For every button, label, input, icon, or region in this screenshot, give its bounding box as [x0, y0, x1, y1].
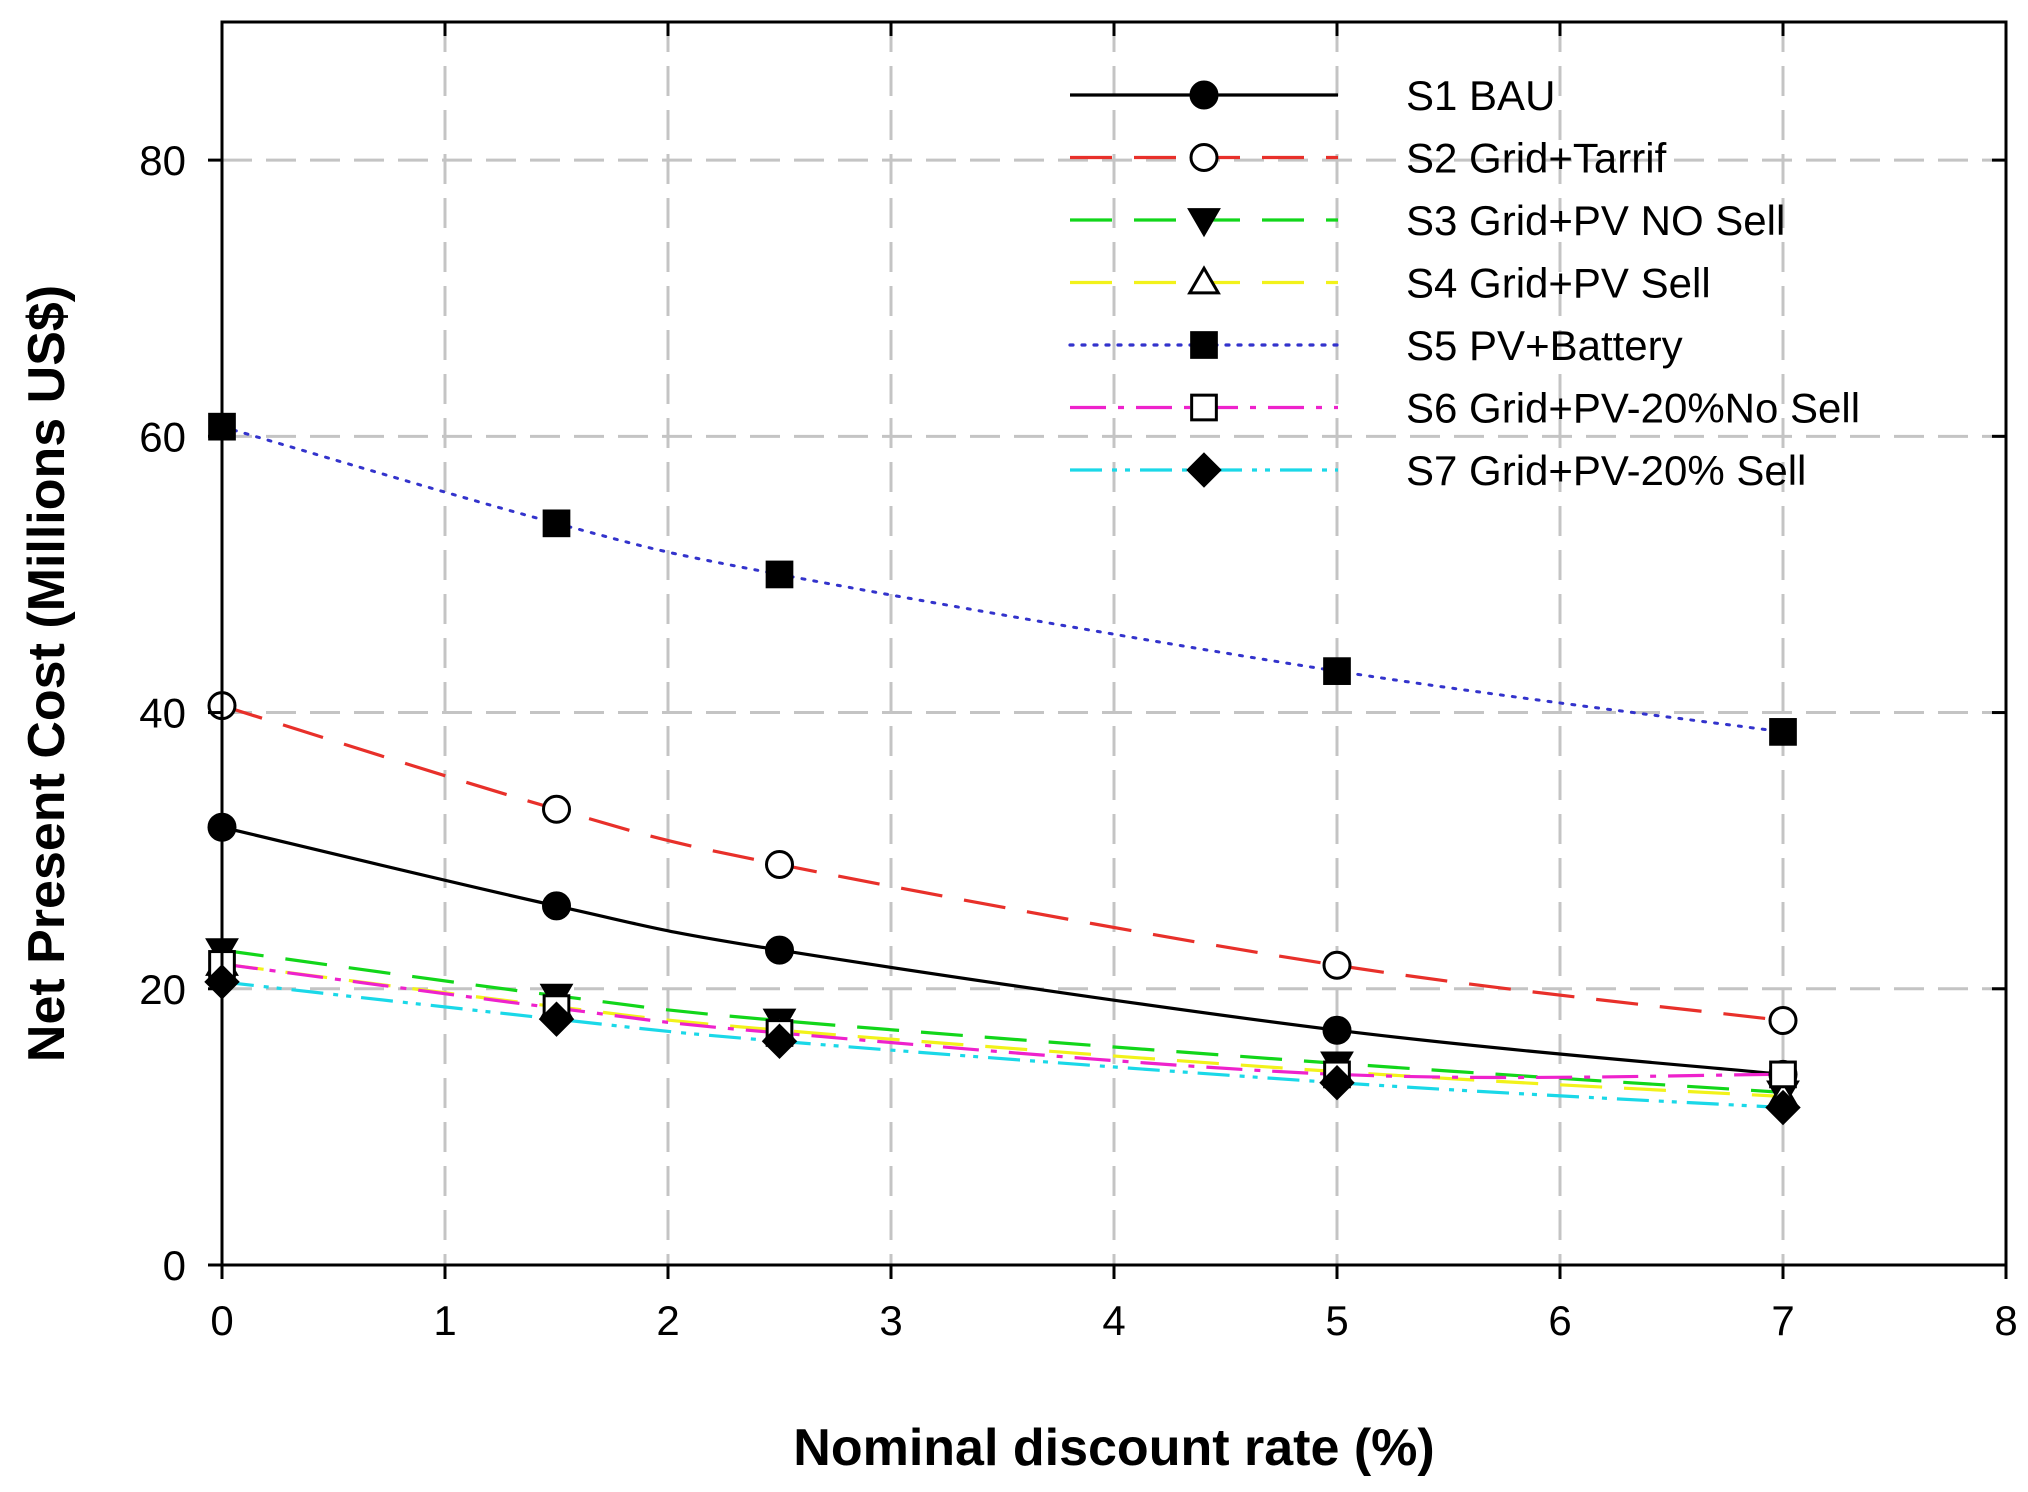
data-point-s7 — [1765, 1089, 1801, 1126]
series-lines — [220, 425, 1785, 1110]
y-tick-label: 80 — [139, 137, 186, 184]
data-point-s6 — [1769, 1060, 1797, 1089]
data-point-s7 — [538, 1001, 575, 1037]
y-tick-label: 0 — [163, 1242, 186, 1289]
x-tick-label: 7 — [1771, 1297, 1794, 1344]
legend-label-s1: S1 BAU — [1406, 72, 1555, 119]
legend-marker-s1 — [1189, 80, 1219, 110]
data-point-s5 — [765, 560, 794, 589]
legend-label-s7: S7 Grid+PV-20% Sell — [1406, 447, 1806, 494]
data-point-s2 — [1768, 1006, 1798, 1036]
x-tick-label: 8 — [1994, 1297, 2017, 1344]
legend-label-s2: S2 Grid+Tarrif — [1406, 135, 1667, 182]
x-tick-label: 2 — [656, 1297, 679, 1344]
x-axis-title: Nominal discount rate (%) — [793, 1419, 1434, 1477]
data-point-s2 — [542, 794, 571, 824]
legend-marker-s7 — [1186, 452, 1222, 488]
series-line-7 — [221, 980, 1784, 1110]
legend-label-s3: S3 Grid+PV NO Sell — [1406, 197, 1785, 244]
series-line-2 — [221, 704, 1784, 1023]
data-point-s2 — [1322, 950, 1352, 980]
series-line-6 — [221, 962, 1784, 1080]
data-point-s7 — [761, 1023, 798, 1059]
series-line-4 — [221, 962, 1784, 1099]
legend-marker-s2 — [1189, 143, 1219, 172]
legend-marker-s5 — [1190, 331, 1218, 359]
x-tick-label: 0 — [210, 1297, 233, 1344]
data-point-s5 — [1323, 657, 1351, 685]
data-point-s5 — [1769, 718, 1797, 746]
x-tick-label: 6 — [1548, 1297, 1571, 1344]
data-markers — [204, 412, 1801, 1126]
x-tick-label: 5 — [1325, 1297, 1348, 1344]
legend-label-s6: S6 Grid+PV-20%No Sell — [1406, 385, 1860, 432]
y-tick-label: 20 — [139, 966, 186, 1013]
grid-lines — [222, 22, 2006, 1265]
data-point-s2 — [765, 849, 794, 879]
data-point-s5 — [542, 509, 571, 538]
data-point-s1 — [765, 935, 794, 965]
data-point-s1 — [1322, 1015, 1352, 1045]
legend: S1 BAU S2 Grid+Tarrif S3 Grid+PV NO Sell S4… — [1068, 72, 1860, 494]
y-tick-label: 40 — [139, 690, 186, 737]
x-tick-label: 4 — [1102, 1297, 1125, 1344]
legend-marker-s6 — [1190, 393, 1218, 422]
series-line-3 — [221, 948, 1784, 1094]
x-tick-label: 1 — [433, 1297, 456, 1344]
data-point-s1 — [542, 891, 571, 921]
y-axis-title: Net Present Cost (Millions US$) — [18, 285, 76, 1062]
legend-marker-s3 — [1187, 208, 1221, 238]
legend-label-s5: S5 PV+Battery — [1406, 322, 1683, 369]
x-tick-label: 3 — [879, 1297, 902, 1344]
y-tick-label: 60 — [139, 413, 186, 460]
series-line-5 — [220, 425, 1785, 734]
legend-marker-s4 — [1187, 265, 1221, 295]
legend-label-s4: S4 Grid+PV Sell — [1406, 260, 1711, 307]
series-line-1 — [221, 825, 1784, 1077]
data-point-s7 — [1319, 1064, 1355, 1101]
